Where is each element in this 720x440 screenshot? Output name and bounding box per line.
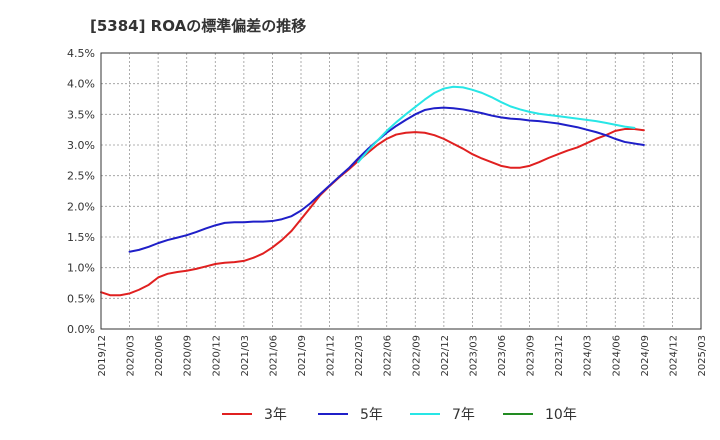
x-tick-label: 2021/09 — [297, 335, 308, 377]
x-tick-label: 2025/03 — [697, 335, 708, 377]
legend-label-2: 7年 — [452, 407, 475, 423]
y-tick-label: 4.5% — [67, 47, 95, 60]
x-tick-label: 2024/09 — [640, 335, 651, 377]
x-tick-label: 2020/06 — [154, 335, 165, 377]
x-tick-label: 2019/12 — [97, 335, 108, 377]
series-line-0 — [100, 128, 645, 297]
x-tick-label: 2020/09 — [183, 335, 194, 377]
x-tick-label: 2022/06 — [383, 335, 394, 377]
gridlines — [101, 53, 701, 329]
y-tick-label: 1.5% — [67, 231, 95, 244]
x-tick-label: 2020/03 — [126, 335, 137, 377]
y-tick-label: 1.0% — [67, 262, 95, 275]
x-tick-label: 2023/06 — [497, 335, 508, 377]
y-tick-label: 3.5% — [67, 108, 95, 121]
y-tick-label: 2.0% — [67, 200, 95, 213]
x-tick-label: 2022/12 — [440, 335, 451, 377]
x-tick-label: 2023/03 — [468, 335, 479, 377]
x-tick-label: 2022/09 — [411, 335, 422, 377]
x-tick-label: 2022/03 — [354, 335, 365, 377]
x-tick-label: 2021/03 — [240, 335, 251, 377]
x-tick-label: 2024/06 — [611, 335, 622, 377]
x-axis: 2019/12 2020/03 2020/06 2020/09 2020/12 2021/… — [97, 335, 708, 377]
y-axis: 0.0% 0.5% 1.0% 1.5% 2.0% 2.5% 3.0% 3.5% 4.0% 4.5% — [67, 47, 95, 336]
legend-label-0: 3年 — [264, 407, 287, 423]
x-tick-label: 2023/12 — [554, 335, 565, 377]
plot-area — [101, 53, 701, 329]
x-tick-label: 2023/09 — [526, 335, 537, 377]
x-tick-label: 2021/06 — [268, 335, 279, 377]
y-tick-label: 0.0% — [67, 323, 95, 336]
series-line-2 — [357, 85, 636, 164]
legend: 3年 5年 7年 10年 — [222, 407, 577, 423]
y-tick-label: 2.5% — [67, 170, 95, 183]
series-lines — [100, 85, 645, 297]
legend-label-1: 5年 — [360, 407, 383, 423]
y-tick-label: 0.5% — [67, 292, 95, 305]
x-tick-label: 2020/12 — [211, 335, 222, 377]
legend-label-3: 10年 — [545, 407, 577, 423]
x-tick-label: 2021/12 — [326, 335, 337, 377]
y-tick-label: 4.0% — [67, 78, 95, 91]
x-tick-label: 2024/12 — [668, 335, 679, 377]
chart-title: [5384] ROAの標準偏差の推移 — [90, 17, 306, 35]
x-tick-label: 2024/03 — [583, 335, 594, 377]
plot-frame — [100, 52, 702, 330]
y-tick-label: 3.0% — [67, 139, 95, 152]
